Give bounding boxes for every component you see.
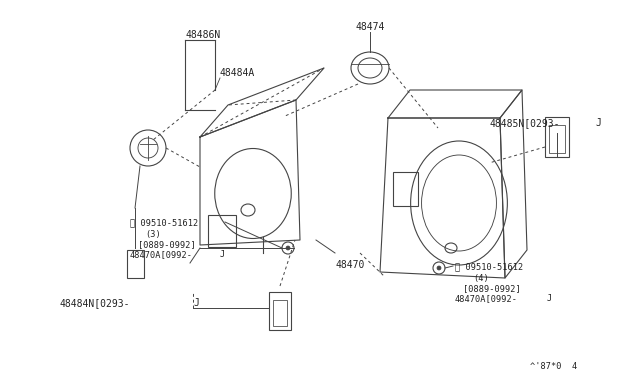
Text: 48470: 48470 [335, 260, 364, 270]
Text: 48470A[0992-: 48470A[0992- [130, 250, 193, 259]
Text: [0889-0992]: [0889-0992] [138, 240, 196, 249]
Text: (3): (3) [145, 230, 161, 239]
Text: J: J [193, 298, 199, 308]
Text: Ⓢ 09510-51612: Ⓢ 09510-51612 [455, 262, 524, 271]
Circle shape [437, 266, 441, 270]
Text: (4): (4) [473, 274, 489, 283]
Text: 48484N[0293-: 48484N[0293- [60, 298, 131, 308]
Text: J: J [547, 294, 552, 303]
Text: ^'87*0  4: ^'87*0 4 [530, 362, 577, 371]
Text: 48484A: 48484A [220, 68, 255, 78]
Text: J: J [220, 250, 225, 259]
Text: J: J [595, 118, 601, 128]
Text: [0889-0992]: [0889-0992] [463, 284, 521, 293]
Text: 48485N[0293-: 48485N[0293- [490, 118, 561, 128]
Text: Ⓢ 09510-51612: Ⓢ 09510-51612 [130, 218, 198, 227]
Text: 48470A[0992-: 48470A[0992- [455, 294, 518, 303]
Text: 48486N: 48486N [185, 30, 220, 40]
Text: 48474: 48474 [355, 22, 385, 32]
Circle shape [286, 246, 290, 250]
